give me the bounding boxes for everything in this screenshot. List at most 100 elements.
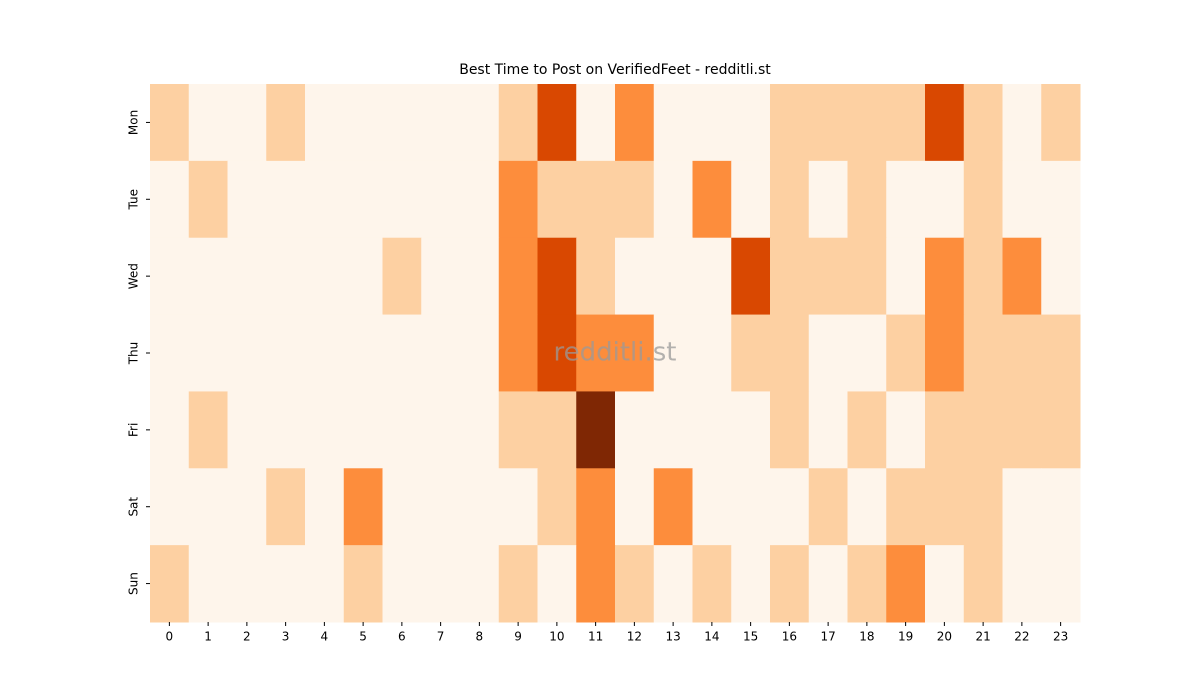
heatmap-cell <box>343 314 383 392</box>
heatmap-cell <box>576 84 616 162</box>
heatmap-cell <box>963 84 1003 162</box>
heatmap-cell <box>498 545 538 623</box>
x-tick-label: 5 <box>359 630 367 644</box>
heatmap-cell <box>615 237 655 316</box>
heatmap-cell <box>615 391 655 469</box>
heatmap-cell <box>1041 314 1081 392</box>
heatmap-cell <box>382 160 422 239</box>
heatmap-cell <box>692 314 732 392</box>
y-tick-label: Mon <box>127 110 141 135</box>
heatmap-cell <box>150 468 190 546</box>
heatmap-cell <box>266 84 306 162</box>
heatmap-cell <box>188 84 228 162</box>
x-tick-label: 21 <box>975 630 990 644</box>
heatmap-cell <box>963 237 1003 316</box>
heatmap-cell <box>886 468 926 546</box>
heatmap-cell <box>382 391 422 469</box>
heatmap-cell <box>692 237 732 316</box>
heatmap-cell <box>498 314 538 392</box>
heatmap-cell <box>498 160 538 239</box>
heatmap-cell <box>421 160 461 239</box>
heatmap-cell <box>305 160 345 239</box>
heatmap-cell <box>925 391 965 469</box>
x-tick-label: 4 <box>321 630 329 644</box>
heatmap-cell <box>498 84 538 162</box>
heatmap-cell <box>343 391 383 469</box>
heatmap-cell <box>537 84 577 162</box>
heatmap-cell <box>421 314 461 392</box>
heatmap-cell <box>731 237 771 316</box>
heatmap-cell <box>305 545 345 623</box>
x-tick-label: 15 <box>743 630 758 644</box>
heatmap-cell <box>576 314 616 392</box>
heatmap-cell <box>460 468 500 546</box>
heatmap-cell <box>770 314 810 392</box>
x-tick-label: 11 <box>588 630 603 644</box>
heatmap-cell <box>150 314 190 392</box>
heatmap-cell <box>615 468 655 546</box>
heatmap-cell <box>653 237 693 316</box>
heatmap-cell <box>925 545 965 623</box>
heatmap-cell <box>1041 545 1081 623</box>
x-tick-label: 14 <box>704 630 719 644</box>
heatmap-cell <box>266 391 306 469</box>
heatmap-cell <box>692 84 732 162</box>
heatmap-cell <box>343 237 383 316</box>
x-tick-label: 22 <box>1014 630 1029 644</box>
heatmap-cell <box>1002 545 1042 623</box>
heatmap-cell <box>188 160 228 239</box>
heatmap-cell <box>305 468 345 546</box>
heatmap-cell <box>847 237 887 316</box>
heatmap-cell <box>886 160 926 239</box>
heatmap-cell <box>460 160 500 239</box>
heatmap-cell <box>266 160 306 239</box>
x-tick-label: 10 <box>549 630 564 644</box>
heatmap-cell <box>886 545 926 623</box>
heatmap-cell <box>886 314 926 392</box>
heatmap-cell <box>227 391 267 469</box>
heatmap-cell <box>150 160 190 239</box>
y-tick-label: Fri <box>127 423 141 437</box>
y-tick-label: Thu <box>127 342 141 366</box>
heatmap-cell <box>808 314 848 392</box>
heatmap-cell <box>382 84 422 162</box>
heatmap-cell <box>808 237 848 316</box>
heatmap-cell <box>460 237 500 316</box>
heatmap-cell <box>498 391 538 469</box>
y-tick-label: Tue <box>127 189 141 211</box>
x-tick-label: 13 <box>665 630 680 644</box>
heatmap-cell <box>925 160 965 239</box>
x-tick-label: 18 <box>859 630 874 644</box>
heatmap-cell <box>808 160 848 239</box>
heatmap-cell <box>1041 237 1081 316</box>
x-tick-label: 3 <box>282 630 290 644</box>
heatmap-cell <box>460 314 500 392</box>
heatmap-cell <box>150 545 190 623</box>
heatmap-cell <box>150 391 190 469</box>
heatmap-cell <box>963 545 1003 623</box>
heatmap-cell <box>963 314 1003 392</box>
heatmap-cell <box>847 84 887 162</box>
heatmap-cell <box>305 391 345 469</box>
heatmap-cell <box>150 237 190 316</box>
heatmap-cell <box>925 84 965 162</box>
heatmap-cell <box>808 391 848 469</box>
heatmap-cell <box>227 545 267 623</box>
watermark: redditli.st <box>554 338 677 368</box>
heatmap-cell <box>421 237 461 316</box>
heatmap-cell <box>653 314 693 392</box>
heatmap-cell <box>227 84 267 162</box>
y-tick-label: Wed <box>127 263 141 289</box>
heatmap-cell <box>808 468 848 546</box>
y-tick-label: Sun <box>127 572 141 595</box>
heatmap-cell <box>731 391 771 469</box>
heatmap-cell <box>886 237 926 316</box>
heatmap-cell <box>227 314 267 392</box>
heatmap-cell <box>576 391 616 469</box>
heatmap-cell <box>653 468 693 546</box>
heatmap-cell <box>1002 391 1042 469</box>
heatmap-cell <box>150 84 190 162</box>
heatmap-cell <box>576 468 616 546</box>
heatmap-cell <box>1002 160 1042 239</box>
